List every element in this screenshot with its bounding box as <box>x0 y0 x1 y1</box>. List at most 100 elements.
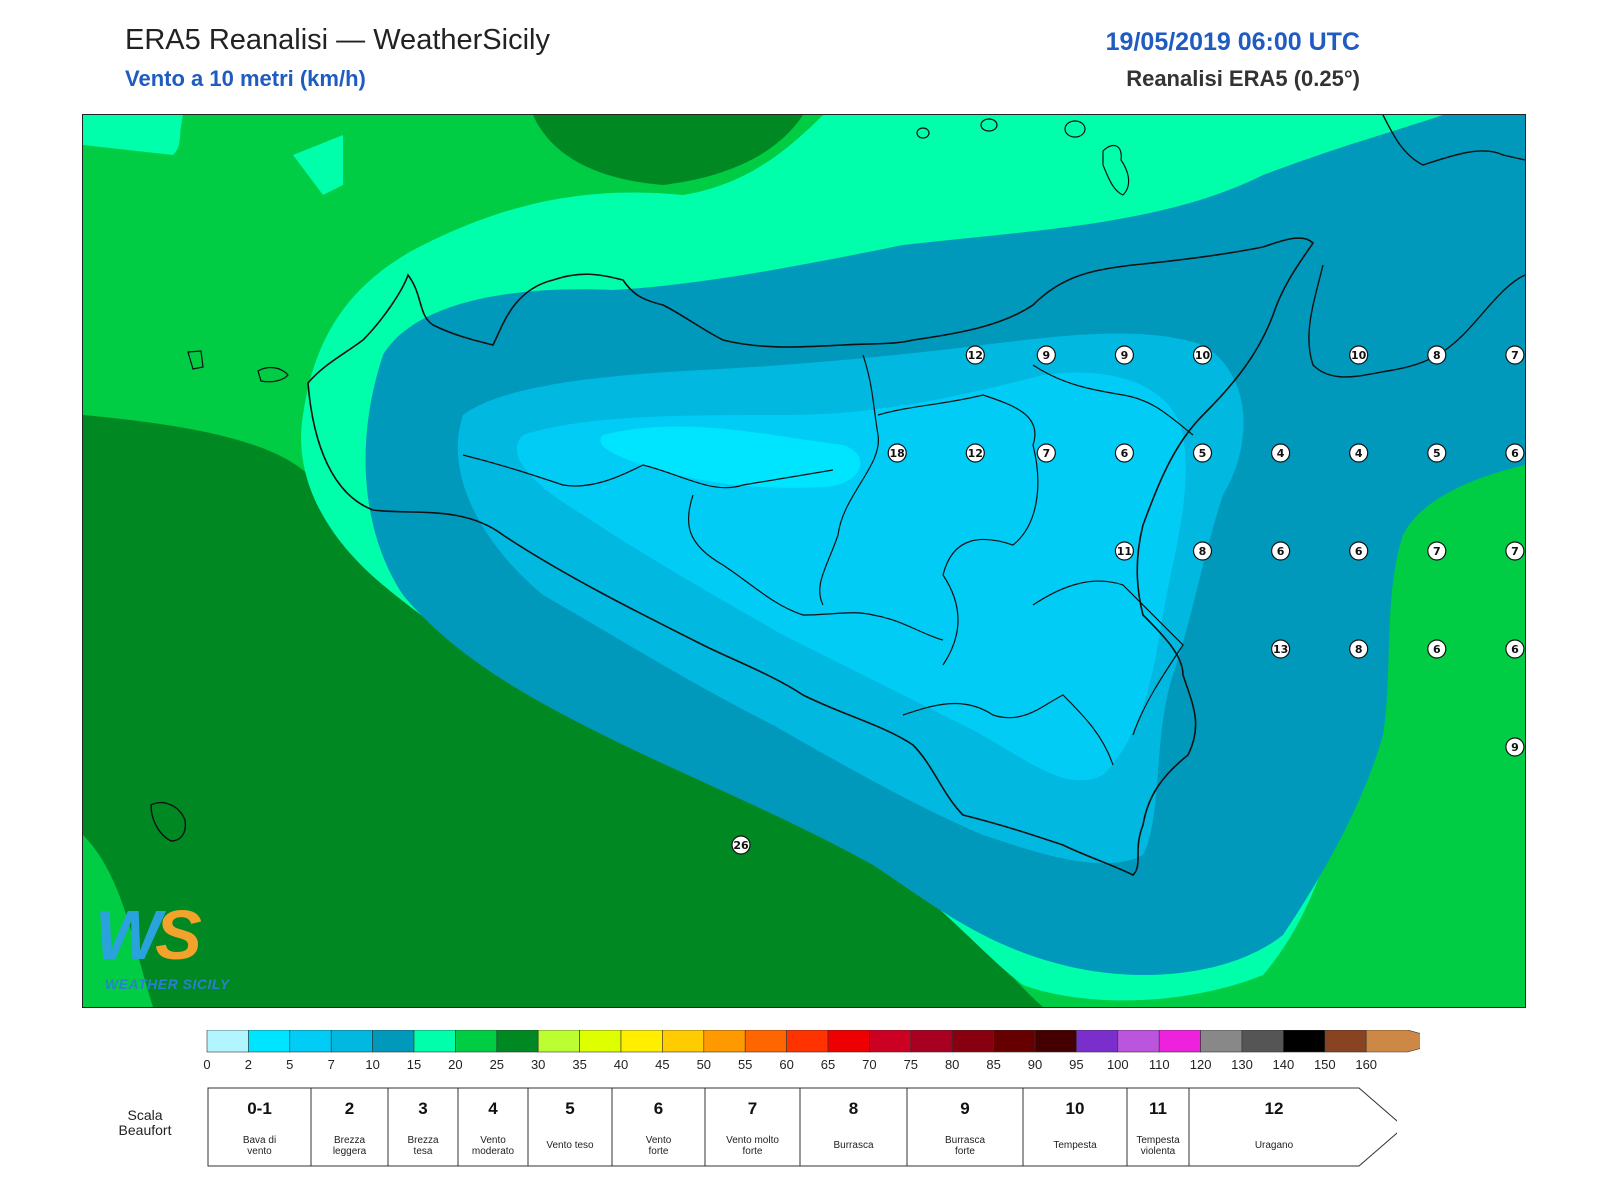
station-value-text: 4 <box>1355 447 1363 460</box>
station-value-text: 6 <box>1355 545 1363 558</box>
colorbar-tick-label: 50 <box>697 1057 711 1072</box>
colorbar-tick-label: 60 <box>779 1057 793 1072</box>
colorbar-box <box>1076 1030 1119 1053</box>
station-value-circle <box>1349 345 1369 365</box>
station-value-text: 8 <box>1199 545 1207 558</box>
station-value-marker: 9 <box>1505 737 1525 757</box>
station-value-circle <box>1427 541 1447 561</box>
colorbar-tick-label: 45 <box>655 1057 669 1072</box>
beaufort-description: Tempesta <box>1136 1135 1180 1146</box>
province-border-7 <box>902 694 1114 766</box>
colorbar-tick-label: 90 <box>1028 1057 1042 1072</box>
beaufort-title-line-2: Beaufort <box>118 1122 172 1138</box>
calabria-coast-south <box>1308 264 1525 378</box>
station-value-marker: 9 <box>1036 345 1056 365</box>
station-value-marker: 6 <box>1505 639 1525 659</box>
station-value-text: 7 <box>1433 545 1441 558</box>
station-value-marker: 13 <box>1270 639 1291 659</box>
colorbar-tick-label: 95 <box>1069 1057 1083 1072</box>
beaufort-description: Tempesta <box>1053 1140 1097 1151</box>
station-value-text: 12 <box>968 447 983 460</box>
beaufort-description: Brezza <box>334 1135 366 1146</box>
colorbar-box <box>1324 1030 1367 1053</box>
colorbar-box <box>206 1030 249 1053</box>
station-value-marker: 8 <box>1427 345 1447 365</box>
island-marettimo <box>187 350 204 370</box>
station-value-text: 6 <box>1121 447 1129 460</box>
colorbar-box <box>579 1030 622 1053</box>
station-value-circle <box>1349 541 1369 561</box>
beaufort-cell <box>704 1087 801 1167</box>
wind-band-25-30-north <box>533 115 803 185</box>
colorbar-box <box>1200 1030 1243 1053</box>
beaufort-description: moderato <box>472 1146 515 1157</box>
station-value-text: 6 <box>1277 545 1285 558</box>
beaufort-cell <box>207 1087 312 1167</box>
beaufort-cell <box>1022 1087 1128 1167</box>
colorbar-tick-label: 110 <box>1149 1057 1170 1072</box>
station-value-text: 11 <box>1117 545 1132 558</box>
station-value-marker: 11 <box>1114 541 1135 561</box>
wind-band-15-20-patch <box>293 135 343 195</box>
wind-band-15-20-nw <box>83 115 183 155</box>
station-value-text: 10 <box>1351 349 1367 362</box>
colorbar-box <box>455 1030 498 1053</box>
province-border-2 <box>687 494 944 641</box>
colorbar-tick-label: 5 <box>286 1057 293 1072</box>
station-value-circle <box>1505 737 1525 757</box>
station-value-circle <box>1270 639 1291 659</box>
island-pantelleria <box>150 802 187 842</box>
colorbar-box <box>910 1030 953 1053</box>
station-value-text: 6 <box>1511 643 1519 656</box>
colorbar-tick-label: 150 <box>1314 1057 1336 1072</box>
station-value-circle <box>1505 639 1525 659</box>
beaufort-number: 4 <box>488 1099 498 1118</box>
colorbar-box <box>703 1030 746 1053</box>
beaufort-description: Vento <box>480 1135 506 1146</box>
colorbar-box <box>993 1030 1036 1053</box>
station-value-marker: 7 <box>1505 345 1525 365</box>
colorbar-tick-label: 35 <box>572 1057 586 1072</box>
beaufort-cell <box>611 1087 706 1167</box>
beaufort-number: 8 <box>849 1099 858 1118</box>
station-value-text: 8 <box>1355 643 1363 656</box>
wind-map-canvas: 1314129910108768818127654456561186677661… <box>83 115 1525 1007</box>
colorbar-tick-label: 30 <box>531 1057 545 1072</box>
colorbar-box <box>620 1030 663 1053</box>
station-value-circle <box>1036 345 1056 365</box>
station-value-marker: 26 <box>731 835 751 855</box>
station-value-text: 5 <box>1433 447 1441 460</box>
station-value-text: 6 <box>1433 643 1441 656</box>
colorbar-tick-label: 70 <box>862 1057 876 1072</box>
island-favignana <box>257 366 289 383</box>
colorbar-tick-label: 100 <box>1107 1057 1129 1072</box>
colorbar-box <box>951 1030 994 1053</box>
station-value-marker: 10 <box>1192 345 1213 365</box>
calabria-coast-north <box>1382 115 1525 166</box>
colorbar-box <box>1365 1030 1420 1053</box>
colorbar-box <box>496 1030 539 1053</box>
beaufort-description: forte <box>648 1146 668 1157</box>
colorbar-tick-label: 25 <box>490 1057 504 1072</box>
colorbar-box <box>413 1030 456 1053</box>
station-value-circle <box>1114 541 1135 561</box>
station-value-marker: 7 <box>1505 541 1525 561</box>
station-value-circle <box>1114 345 1135 365</box>
station-value-marker: 12 <box>965 345 985 365</box>
station-value-marker: 5 <box>1192 443 1213 463</box>
station-value-circle <box>731 835 751 855</box>
beaufort-title-line-1: Scala <box>127 1107 163 1123</box>
colorbar-tick-label: 75 <box>904 1057 918 1072</box>
colorbar-box <box>786 1030 829 1053</box>
beaufort-number: 2 <box>345 1099 354 1118</box>
station-value-marker: 5 <box>1427 443 1447 463</box>
beaufort-number: 6 <box>654 1099 663 1118</box>
beaufort-number: 0-1 <box>247 1099 272 1118</box>
beaufort-number: 3 <box>418 1099 427 1118</box>
province-border-5 <box>1032 364 1194 436</box>
colorbar-box <box>1158 1030 1201 1053</box>
wind-speed-colorbar: 0 2 5 7 10 15 20 25 30 35 40 45 50 55 60 65 70 75 80 85 90 95… <box>203 1030 1420 1072</box>
colorbar-tick-label: 65 <box>821 1057 835 1072</box>
colorbar-box <box>537 1030 580 1053</box>
beaufort-description: forte <box>955 1146 975 1157</box>
